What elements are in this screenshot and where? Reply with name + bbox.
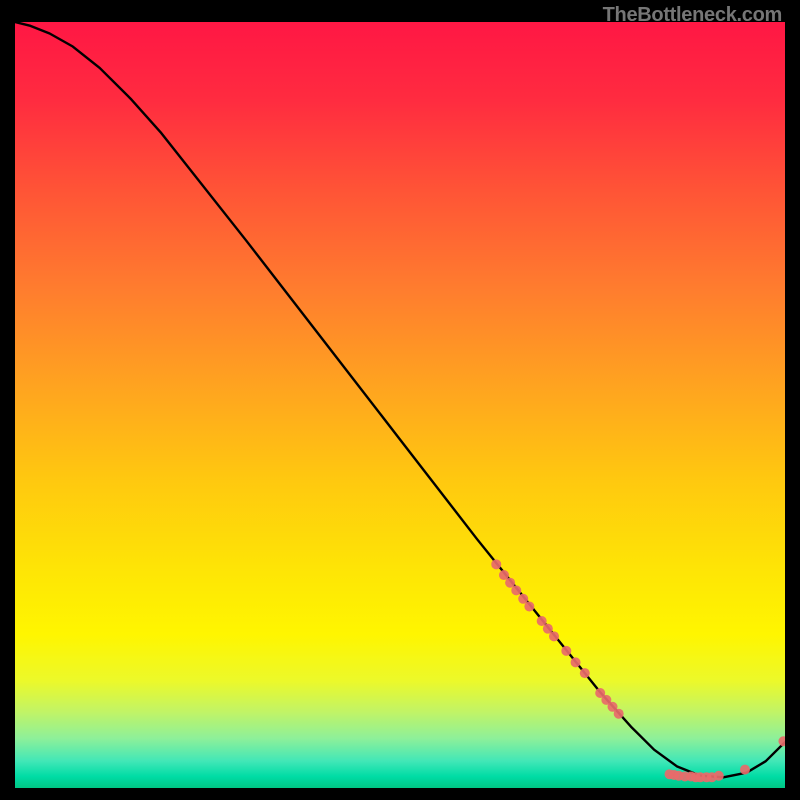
- marker-point: [740, 765, 750, 775]
- marker-point: [571, 657, 581, 667]
- chart-plot-area: [15, 22, 785, 788]
- marker-point: [491, 559, 501, 569]
- chart-overlay: [15, 22, 785, 788]
- marker-point: [511, 585, 521, 595]
- bottleneck-curve: [15, 22, 785, 777]
- scatter-markers: [491, 559, 785, 782]
- marker-point: [561, 646, 571, 656]
- marker-point: [549, 631, 559, 641]
- marker-point: [614, 709, 624, 719]
- marker-point: [778, 736, 785, 746]
- marker-point: [580, 668, 590, 678]
- marker-point: [524, 601, 534, 611]
- marker-point: [714, 771, 724, 781]
